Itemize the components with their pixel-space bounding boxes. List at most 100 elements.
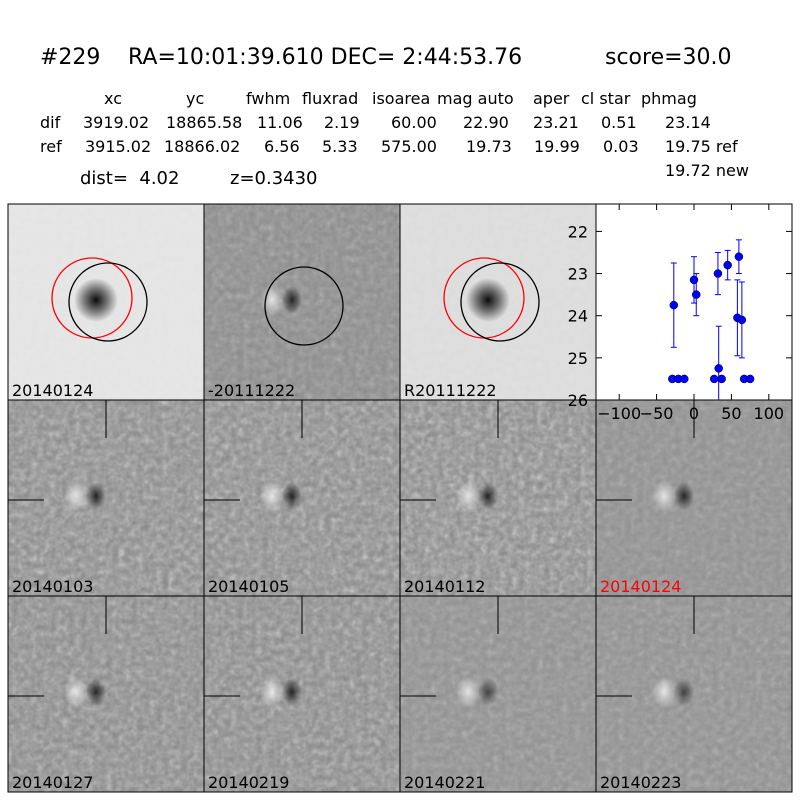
candidate-id: #229 <box>40 45 100 70</box>
table-cell: dif <box>40 113 61 132</box>
table-cell: 0.51 <box>601 113 637 132</box>
column-header: phmag <box>641 89 697 108</box>
stamp-label: 20140127 <box>12 773 93 792</box>
column-header: aper <box>533 89 570 108</box>
column-header: xc <box>104 89 122 108</box>
table-cell: 23.14 <box>665 113 711 132</box>
table-cell: 3919.02 <box>83 113 149 132</box>
column-header: cl star <box>581 89 631 108</box>
residual-dark <box>282 482 302 510</box>
y-tick-label: 22 <box>568 222 588 241</box>
y-tick-label: 23 <box>568 265 588 284</box>
residual-dark <box>86 482 106 510</box>
table-cell: 19.73 <box>466 137 512 156</box>
image-stamp: R20111222 <box>399 203 597 401</box>
x-tick-label: 0 <box>689 404 699 423</box>
new-circle <box>264 266 344 346</box>
table-cell: 18865.58 <box>166 113 242 132</box>
data-point <box>669 300 679 310</box>
data-point <box>723 260 732 270</box>
residual-dark <box>674 482 694 510</box>
image-stamp: 20140221 <box>399 595 597 793</box>
residual-light <box>652 480 676 512</box>
column-header: fluxrad <box>302 89 358 108</box>
image-stamp: 20140223 <box>595 595 793 793</box>
table-cell: 6.56 <box>264 137 300 156</box>
y-tick-label: 26 <box>568 391 588 410</box>
stamp-noise <box>204 204 400 400</box>
series <box>668 239 755 400</box>
column-header: mag auto <box>437 89 514 108</box>
data-point <box>680 374 689 384</box>
y-tick-label: 25 <box>568 349 588 368</box>
new-circle <box>68 262 148 342</box>
x-tick-label: 50 <box>721 404 741 423</box>
stamp-label: 20140221 <box>404 773 485 792</box>
stamp-label: 20140105 <box>208 577 289 596</box>
residual-light <box>260 676 284 708</box>
table-cell: 19.99 <box>534 137 580 156</box>
stamp-label: 20140124 <box>600 577 681 596</box>
residual-dark <box>86 678 106 706</box>
stamp-label: -20111222 <box>208 381 295 400</box>
residual-dark <box>674 678 694 706</box>
source <box>466 278 510 322</box>
image-stamp: 20140127 <box>7 595 205 793</box>
data-point <box>691 290 701 299</box>
data-point <box>689 275 699 285</box>
data-point <box>713 269 723 278</box>
table-cell: 22.90 <box>463 113 509 132</box>
score: score=30.0 <box>605 45 732 70</box>
table-cell: 5.33 <box>322 137 358 156</box>
column-header: yc <box>186 89 204 108</box>
image-stamp: 20140124 <box>595 399 793 597</box>
image-stamp: 20140219 <box>203 595 401 793</box>
data-point <box>717 374 726 384</box>
image-stamp: 20140103 <box>7 399 205 597</box>
data-point <box>734 252 744 261</box>
residual-light <box>456 676 480 708</box>
distance: dist= 4.02 <box>80 168 179 189</box>
table-cell: 575.00 <box>381 137 437 156</box>
residual-dark <box>478 678 498 706</box>
x-tick-label: −100 <box>597 404 641 423</box>
stamp-border <box>595 595 793 793</box>
image-stamp: 20140124 <box>7 203 205 401</box>
coordinates: RA=10:01:39.610 DEC= 2:44:53.76 <box>128 45 522 70</box>
residual-light <box>64 676 88 708</box>
y-tick-label: 24 <box>568 307 588 326</box>
residual-light <box>260 284 284 316</box>
residual-light <box>456 480 480 512</box>
image-stamp: 20140112 <box>399 399 597 597</box>
residual-light <box>652 676 676 708</box>
x-tick-label: 100 <box>754 404 785 423</box>
image-stamp: 20140105 <box>203 399 401 597</box>
table-cell: ref <box>40 137 62 156</box>
stamp-label: R20111222 <box>404 381 497 400</box>
residual-dark <box>478 482 498 510</box>
data-point <box>745 374 755 384</box>
data-point <box>709 374 719 384</box>
column-header: isoarea <box>372 89 430 108</box>
x-tick-label: −50 <box>640 404 674 423</box>
new-circle <box>460 262 540 342</box>
residual-dark <box>282 678 302 706</box>
stamp-label: 20140219 <box>208 773 289 792</box>
data-point <box>714 364 723 373</box>
table-cell: 0.03 <box>603 137 639 156</box>
image-stamp: -20111222 <box>203 203 401 401</box>
table-cell: 11.06 <box>257 113 303 132</box>
table-cell: 3915.02 <box>85 137 151 156</box>
stamp-label: 20140124 <box>12 381 93 400</box>
data-point <box>737 315 747 325</box>
source <box>74 278 118 322</box>
column-header: fwhm <box>246 89 290 108</box>
table-cell: 2.19 <box>324 113 360 132</box>
table-cell: 18866.02 <box>164 137 240 156</box>
stamp-label: 20140103 <box>12 577 93 596</box>
residual-light <box>64 480 88 512</box>
stamp-label: 20140112 <box>404 577 485 596</box>
redshift: z=0.3430 <box>230 168 318 189</box>
table-note: 19.72 new <box>665 161 749 180</box>
